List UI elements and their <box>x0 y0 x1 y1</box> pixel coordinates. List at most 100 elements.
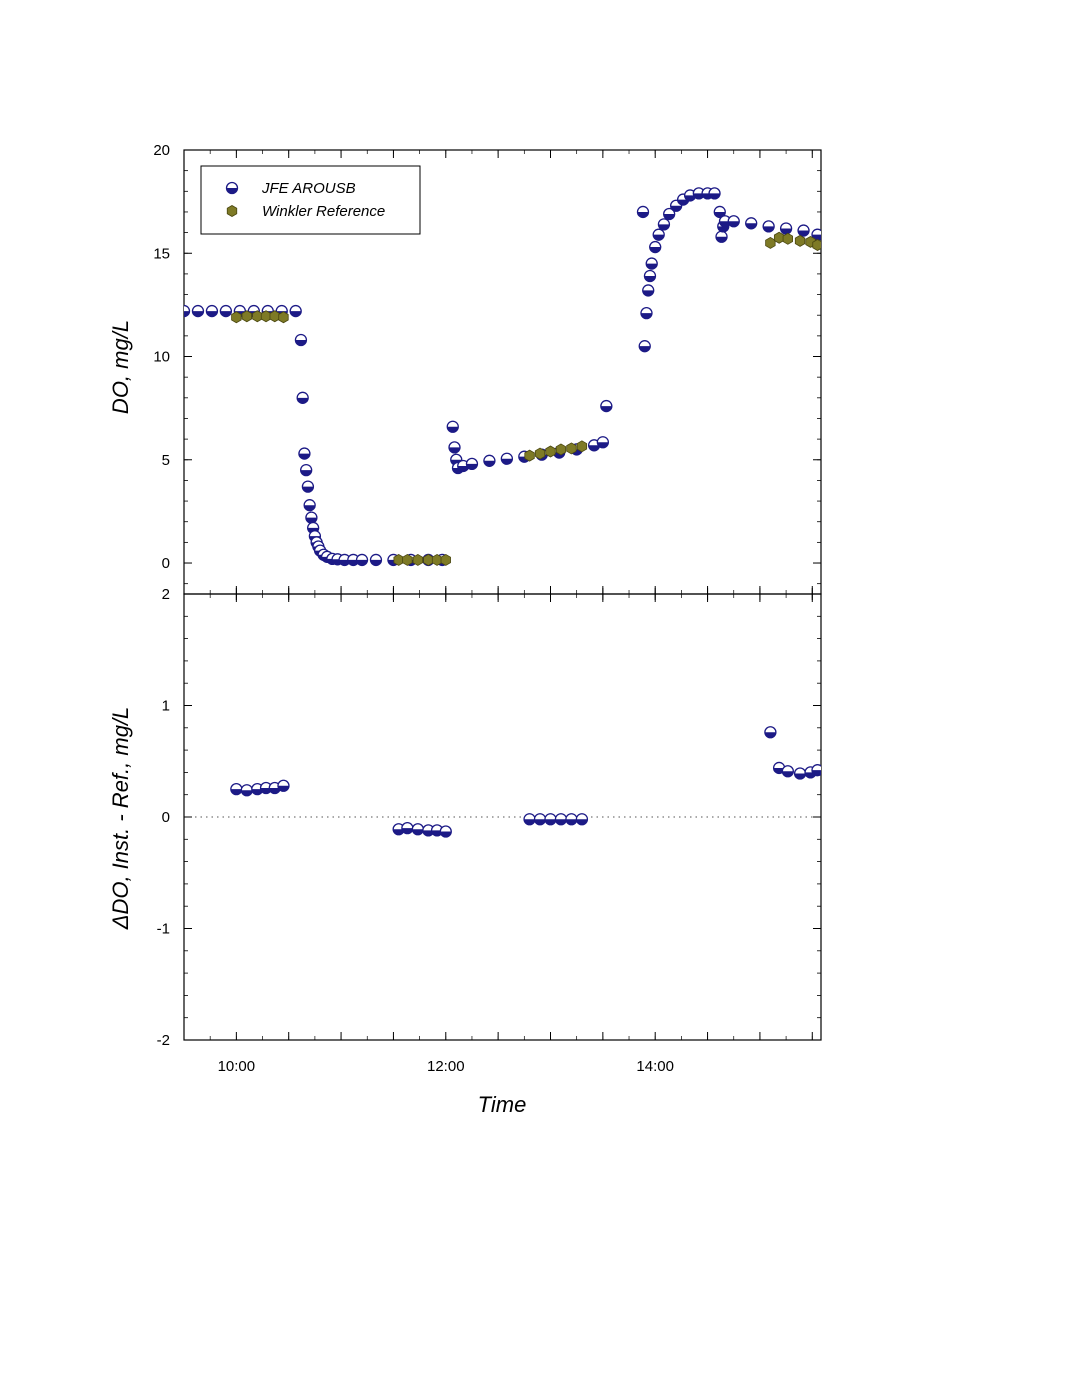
winkler-point <box>440 553 451 566</box>
jfe-point <box>727 215 740 228</box>
winkler-point <box>231 311 242 324</box>
delta-point <box>401 822 414 835</box>
legend-marker-jfe <box>225 181 239 195</box>
jfe-point <box>649 240 662 254</box>
x-tick-label: 14:00 <box>636 1058 674 1075</box>
jfe-point <box>446 420 459 433</box>
jfe-point <box>294 333 308 347</box>
winkler-point <box>252 310 263 323</box>
jfe-point <box>642 284 655 297</box>
bottom-y-axis-title: ΔDO, Inst. - Ref., mg/L <box>108 707 133 931</box>
y-tick-label: 15 <box>153 245 170 262</box>
winkler-point <box>260 310 272 323</box>
delta-point <box>430 824 444 837</box>
winkler-point <box>402 553 413 566</box>
bottom-x-ticks <box>183 594 813 1040</box>
y-tick-label: -2 <box>157 1032 170 1049</box>
jfe-point <box>500 452 514 465</box>
bottom-panel: -2 -1 0 1 2 ΔDO, Inst. - Ref., mg/L <box>108 586 822 1049</box>
jfe-point <box>657 218 671 231</box>
legend-symbol-jfe <box>225 181 239 195</box>
winkler-point <box>534 447 546 460</box>
winkler-point <box>423 553 434 566</box>
bottom-plot-frame <box>183 593 822 1041</box>
jfe-point <box>296 391 309 404</box>
jfe-point <box>596 436 609 449</box>
legend-label-jfe: JFE AROUSB <box>261 180 356 197</box>
y-tick-label: 2 <box>162 586 170 603</box>
y-tick-label: 1 <box>162 698 170 715</box>
jfe-point <box>643 269 657 283</box>
delta-point <box>439 825 452 838</box>
winkler-point <box>412 553 424 566</box>
delta-point <box>533 813 547 826</box>
jfe-point <box>191 304 205 318</box>
jfe-point <box>205 304 219 318</box>
jfe-point <box>300 463 313 477</box>
y-tick-label: -1 <box>157 921 170 938</box>
jfe-point <box>448 441 461 454</box>
winkler-point <box>794 234 806 247</box>
jfe-point <box>347 553 360 567</box>
jfe-point <box>708 187 721 200</box>
jfe-point <box>663 207 676 221</box>
jfe-point <box>762 220 775 233</box>
jfe-point <box>369 553 383 567</box>
delta-point <box>544 813 557 826</box>
delta-point <box>811 764 821 777</box>
winkler-point <box>555 443 567 456</box>
y-tick-label: 20 <box>153 142 170 159</box>
top-y-ticks: 0 5 10 15 20 <box>153 142 821 585</box>
jfe-point <box>184 304 191 318</box>
delta-point <box>575 813 589 826</box>
legend-symbol-winkler <box>226 205 238 217</box>
y-tick-label: 5 <box>162 452 170 469</box>
winkler-point <box>431 553 443 566</box>
delta-point <box>277 779 290 792</box>
delta-point <box>523 813 536 826</box>
legend: JFE AROUSB Winkler Reference <box>200 165 421 235</box>
winkler-point <box>269 310 280 323</box>
winkler-point <box>576 440 588 453</box>
winkler-point <box>524 449 535 462</box>
x-axis-title: Time <box>478 1092 527 1117</box>
legend-box <box>200 165 421 235</box>
delta-point <box>793 767 807 780</box>
x-tick-label: 10:00 <box>218 1058 256 1075</box>
winkler-point <box>241 310 252 323</box>
y-tick-label: 0 <box>162 809 170 826</box>
legend-marker-winkler <box>226 205 238 217</box>
x-tick-label: 12:00 <box>427 1058 465 1075</box>
x-tick-labels: 10:00 12:00 14:00 <box>218 1058 674 1075</box>
winkler-point <box>773 231 785 244</box>
y-tick-label: 10 <box>153 349 170 366</box>
delta-point <box>230 782 243 796</box>
top-y-axis-title: DO, mg/L <box>108 320 133 414</box>
bottom-data-marks <box>230 726 821 838</box>
jfe-point <box>715 230 728 243</box>
jfe-point <box>645 257 658 270</box>
delta-point <box>554 813 568 826</box>
jfe-point <box>355 553 369 567</box>
jfe-point <box>797 224 810 237</box>
delta-point <box>781 765 794 778</box>
jfe-point <box>301 480 315 493</box>
jfe-point <box>779 222 793 235</box>
jfe-point <box>600 399 613 413</box>
top-data-marks <box>184 187 821 567</box>
winkler-point <box>545 445 556 458</box>
jfe-point <box>483 454 496 467</box>
jfe-point <box>638 340 651 353</box>
jfe-point <box>289 304 302 318</box>
bottom-y-ticks: -2 -1 0 1 2 <box>157 586 821 1049</box>
top-panel: 0 5 10 15 20 DO, mg/L JFE AROUSB Winkler Ref… <box>108 142 822 600</box>
delta-point <box>392 823 405 836</box>
jfe-point <box>219 304 233 318</box>
jfe-point <box>745 217 758 230</box>
jfe-point <box>303 499 316 512</box>
jfe-point <box>640 306 653 320</box>
winkler-point <box>278 311 289 324</box>
winkler-point <box>765 236 776 249</box>
y-tick-label: 0 <box>162 555 170 572</box>
